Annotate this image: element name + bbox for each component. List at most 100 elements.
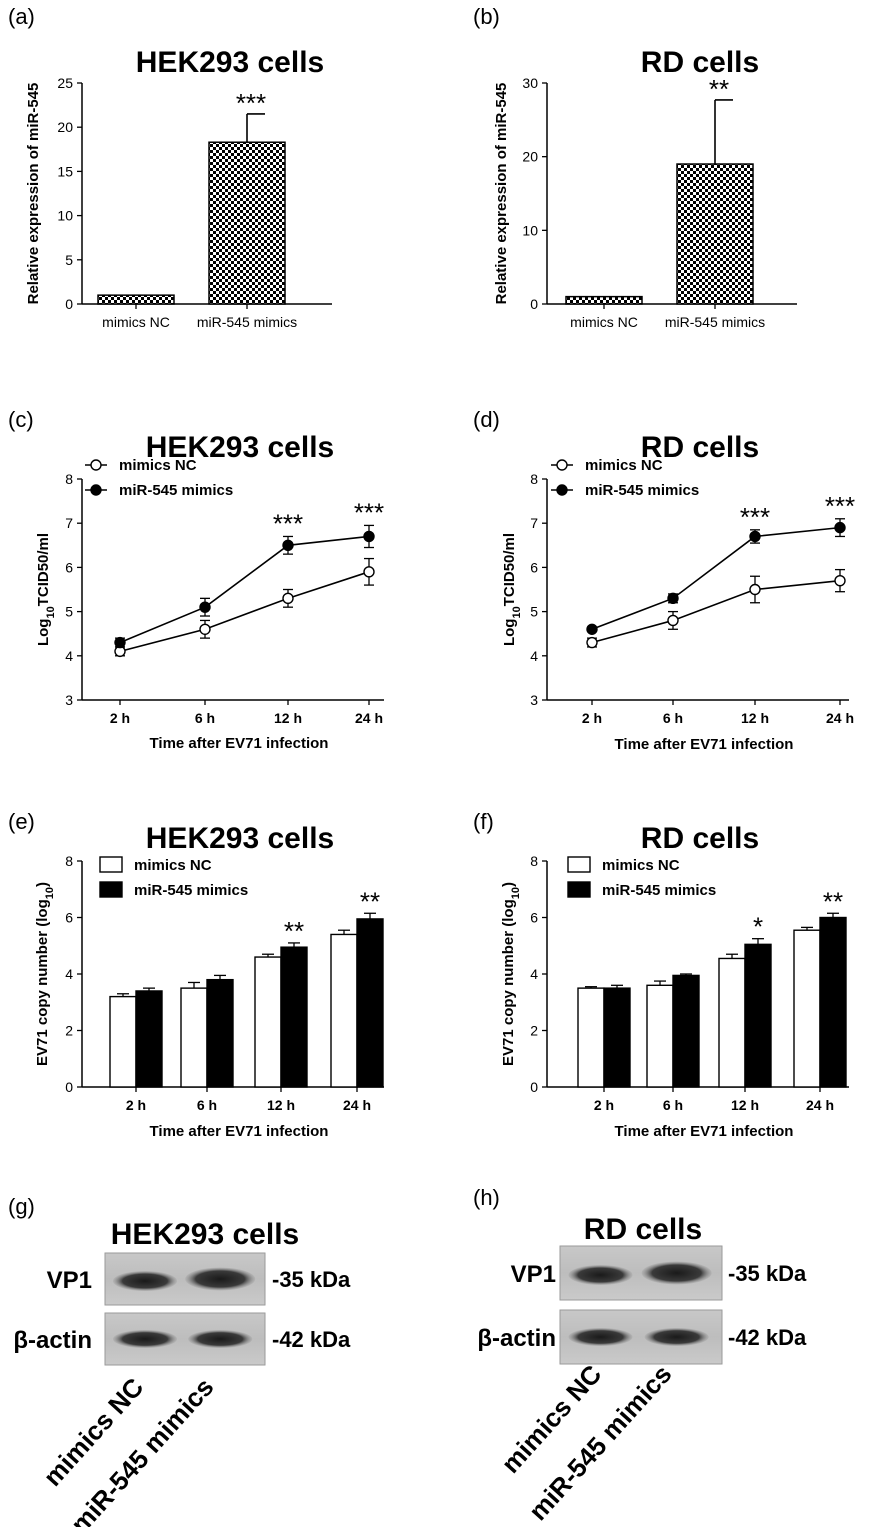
legend-swatch bbox=[567, 881, 591, 898]
significance-mark: ** bbox=[284, 916, 304, 946]
bar bbox=[254, 956, 282, 1088]
blot-row-label: VP1 bbox=[511, 1261, 556, 1288]
legend-label: miR-545 mimics bbox=[585, 482, 699, 499]
data-point bbox=[749, 530, 761, 543]
chart-e: (e) HEK293 cells 0 2 4 6 8 EV71 copy number (lo… bbox=[8, 809, 384, 1140]
blot-row-label: β-actin bbox=[13, 1327, 92, 1354]
significance-mark: ** bbox=[709, 74, 729, 104]
x-tick-label: 2 h bbox=[594, 1097, 614, 1113]
blot-band bbox=[644, 1328, 709, 1346]
chart-b: (b) RD cells 0 10 20 30 Relative expression of… bbox=[473, 4, 797, 330]
molecular-weight-label: -42 kDa bbox=[272, 1327, 351, 1352]
x-tick-label: 12 h bbox=[274, 710, 302, 726]
chart-c: (c) HEK293 cells 3 4 5 6 7 8 Log10TCID50/ml Time … bbox=[8, 407, 384, 752]
y-tick-label: 4 bbox=[65, 966, 73, 982]
y-tick-label: 0 bbox=[530, 296, 538, 312]
blot-band bbox=[185, 1267, 256, 1291]
y-tick-label: 10 bbox=[522, 222, 538, 238]
y-tick-label: 8 bbox=[530, 471, 538, 487]
y-tick-label: 7 bbox=[530, 515, 538, 531]
x-tick-label: 24 h bbox=[355, 710, 383, 726]
data-point bbox=[667, 614, 679, 627]
y-tick-label: 5 bbox=[65, 604, 73, 620]
bar bbox=[577, 987, 605, 1088]
y-axis-label: Relative expression of miR-545 bbox=[25, 83, 42, 305]
significance-mark: * bbox=[753, 912, 763, 942]
legend-marker bbox=[556, 459, 568, 471]
bar bbox=[646, 984, 674, 1088]
x-tick-label: mimics NC bbox=[102, 314, 170, 330]
molecular-weight-label: -35 kDa bbox=[272, 1267, 351, 1292]
data-point bbox=[199, 623, 211, 635]
x-tick-label: 24 h bbox=[343, 1097, 371, 1113]
x-tick-label: mimics NC bbox=[570, 314, 638, 330]
y-tick-label: 3 bbox=[65, 692, 73, 708]
data-point bbox=[282, 539, 294, 551]
x-axis-label: Time after EV71 infection bbox=[615, 736, 794, 753]
legend-label: mimics NC bbox=[119, 457, 197, 474]
bar bbox=[793, 929, 821, 1088]
y-tick-label: 0 bbox=[65, 296, 73, 312]
panel-label: (e) bbox=[8, 809, 35, 834]
blot-band bbox=[641, 1261, 712, 1285]
y-tick-label: 5 bbox=[530, 604, 538, 620]
bar bbox=[206, 978, 234, 1088]
y-tick-label: 8 bbox=[65, 853, 73, 869]
y-axis-label: Relative expression of miR-545 bbox=[493, 83, 510, 305]
blot-title: RD cells bbox=[584, 1213, 702, 1246]
y-axis-label: EV71 copy number (log10) bbox=[34, 882, 56, 1066]
y-tick-label: 15 bbox=[57, 163, 73, 179]
x-tick-label: 2 h bbox=[110, 710, 130, 726]
legend-label: mimics NC bbox=[585, 457, 663, 474]
y-tick-label: 30 bbox=[522, 75, 538, 91]
panel-label: (g) bbox=[8, 1194, 35, 1219]
x-tick-label: 12 h bbox=[267, 1097, 295, 1113]
panel-label: (a) bbox=[8, 4, 35, 29]
y-tick-label: 4 bbox=[65, 648, 73, 664]
panel-label: (h) bbox=[473, 1185, 500, 1210]
significance-mark: ** bbox=[360, 886, 380, 916]
y-tick-label: 5 bbox=[65, 252, 73, 268]
y-tick-label: 6 bbox=[65, 559, 73, 575]
chart-f: (f) RD cells 0 2 4 6 8 EV71 copy number (log10)… bbox=[473, 809, 849, 1140]
bar bbox=[676, 163, 754, 305]
y-tick-label: 4 bbox=[530, 966, 538, 982]
series-line bbox=[591, 526, 841, 631]
y-tick-label: 2 bbox=[530, 1023, 538, 1039]
x-tick-label: miR-545 mimics bbox=[197, 314, 297, 330]
y-tick-label: 10 bbox=[57, 208, 73, 224]
chart-d: (d) RD cells 3 4 5 6 7 8 Log10TCID50/ml Time afte… bbox=[473, 407, 855, 753]
data-point bbox=[586, 623, 598, 635]
blot-row-label: β-actin bbox=[477, 1325, 556, 1352]
bar bbox=[565, 295, 643, 305]
data-point bbox=[667, 592, 679, 605]
x-tick-label: 12 h bbox=[731, 1097, 759, 1113]
data-point bbox=[114, 636, 126, 649]
y-tick-label: 8 bbox=[530, 853, 538, 869]
x-tick-label: 2 h bbox=[582, 710, 602, 726]
blot-band bbox=[188, 1330, 253, 1348]
y-tick-label: 6 bbox=[530, 559, 538, 575]
bar bbox=[97, 294, 175, 305]
legend-label: mimics NC bbox=[134, 857, 212, 874]
x-axis-label: Time after EV71 infection bbox=[150, 735, 329, 752]
series-line bbox=[119, 535, 370, 644]
panel-label: (d) bbox=[473, 407, 500, 432]
chart-title: HEK293 cells bbox=[136, 46, 324, 79]
x-axis-label: Time after EV71 infection bbox=[615, 1123, 794, 1140]
data-point bbox=[834, 574, 846, 587]
x-tick-label: 12 h bbox=[741, 710, 769, 726]
legend-label: miR-545 mimics bbox=[602, 882, 716, 899]
chart-title: HEK293 cells bbox=[146, 822, 334, 855]
x-tick-label: 6 h bbox=[197, 1097, 217, 1113]
data-point bbox=[363, 530, 375, 543]
legend-marker bbox=[90, 459, 102, 471]
bar bbox=[356, 918, 384, 1088]
blot-band bbox=[568, 1265, 633, 1285]
chart-title: RD cells bbox=[641, 822, 759, 855]
legend-marker bbox=[90, 484, 102, 496]
y-tick-label: 4 bbox=[530, 648, 538, 664]
significance-mark: *** bbox=[825, 491, 855, 521]
